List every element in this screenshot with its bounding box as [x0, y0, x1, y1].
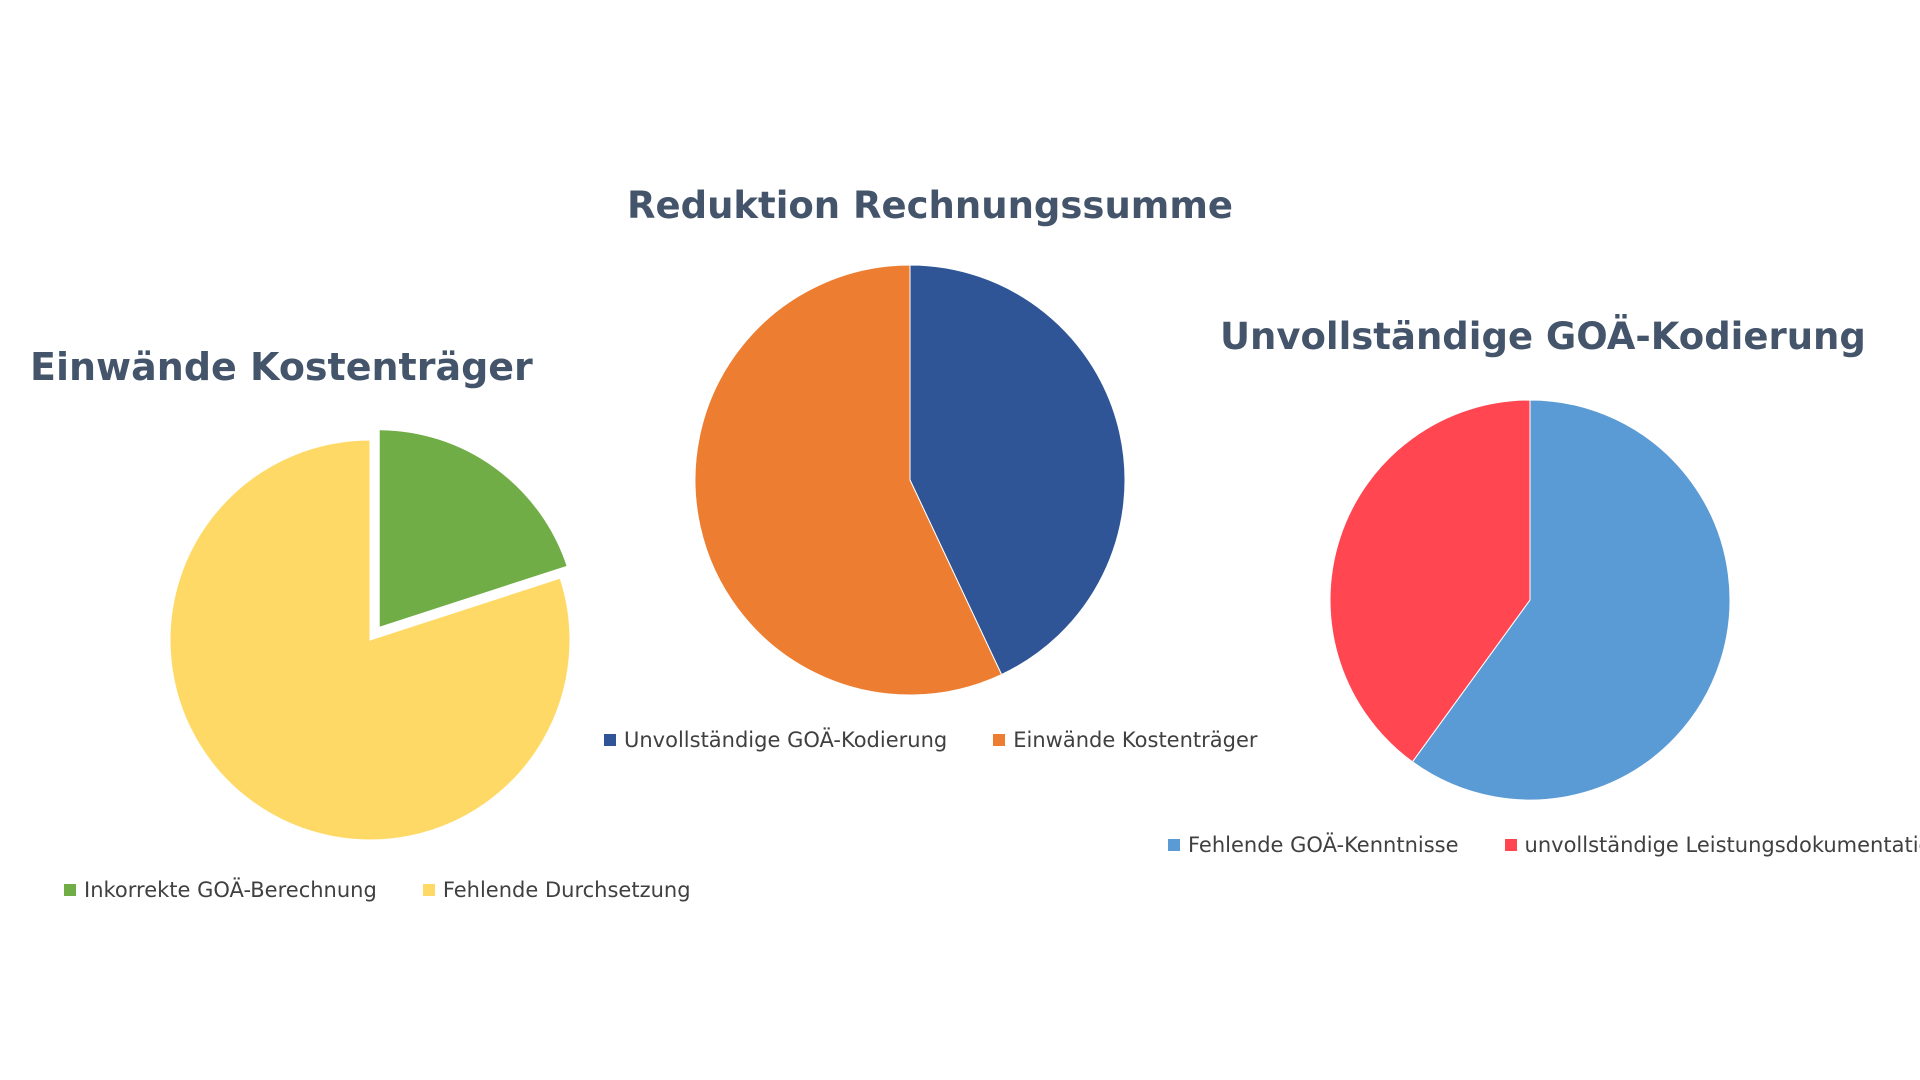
chart-title: Unvollständige GOÄ-Kodierung — [1220, 315, 1866, 358]
pie-chart — [1329, 399, 1731, 801]
pie-slice — [376, 427, 571, 631]
legend-item: Inkorrekte GOÄ-Berechnung — [64, 878, 377, 902]
pie-slice — [1329, 399, 1531, 763]
pie-slice — [169, 439, 571, 841]
chart-title: Reduktion Rechnungssumme — [627, 184, 1233, 227]
legend-item: Unvollständige GOÄ-Kodierung — [604, 728, 947, 752]
legend: Inkorrekte GOÄ-Berechnung Fehlende Durch… — [64, 878, 691, 902]
legend-label: Einwände Kostenträger — [1013, 728, 1258, 752]
legend-label: Fehlende Durchsetzung — [442, 878, 691, 902]
legend-swatch — [422, 884, 435, 896]
pie-chart — [169, 427, 571, 841]
legend-label: unvollständige Leistungsdokumentation — [1524, 833, 1920, 857]
legend-item: Einwände Kostenträger — [993, 728, 1258, 752]
chart-einwaende: Einwände Kostenträger Inkorrekte GOÄ-Ber… — [30, 330, 740, 920]
legend: Fehlende GOÄ-Kenntnisse unvollständige L… — [1168, 833, 1920, 857]
legend-label: Unvollständige GOÄ-Kodierung — [624, 728, 948, 752]
legend-swatch — [993, 734, 1006, 746]
legend-item: Fehlende GOÄ-Kenntnisse — [1168, 833, 1459, 857]
legend-label: Inkorrekte GOÄ-Berechnung — [84, 878, 377, 902]
legend-swatch — [604, 734, 616, 746]
legend-swatch — [1168, 839, 1180, 851]
chart-title: Einwände Kostenträger — [30, 345, 533, 389]
legend-item: Fehlende Durchsetzung — [422, 878, 691, 902]
legend-item: unvollständige Leistungsdokumentation — [1504, 833, 1920, 857]
chart-reduktion: Reduktion Rechnungssumme Unvollständige … — [590, 170, 1270, 770]
pie-slice — [909, 264, 1126, 676]
legend: Unvollständige GOÄ-Kodierung Einwände Ko… — [604, 728, 1258, 752]
pie-slice — [694, 264, 1003, 696]
legend-swatch — [1504, 839, 1517, 851]
pie-slice — [1411, 399, 1731, 801]
chart-unvollstaendig: Unvollständige GOÄ-Kodierung Fehlende GO… — [1160, 305, 1920, 885]
legend-swatch — [64, 884, 76, 896]
legend-label: Fehlende GOÄ-Kenntnisse — [1188, 833, 1459, 857]
pie-chart — [694, 264, 1126, 696]
